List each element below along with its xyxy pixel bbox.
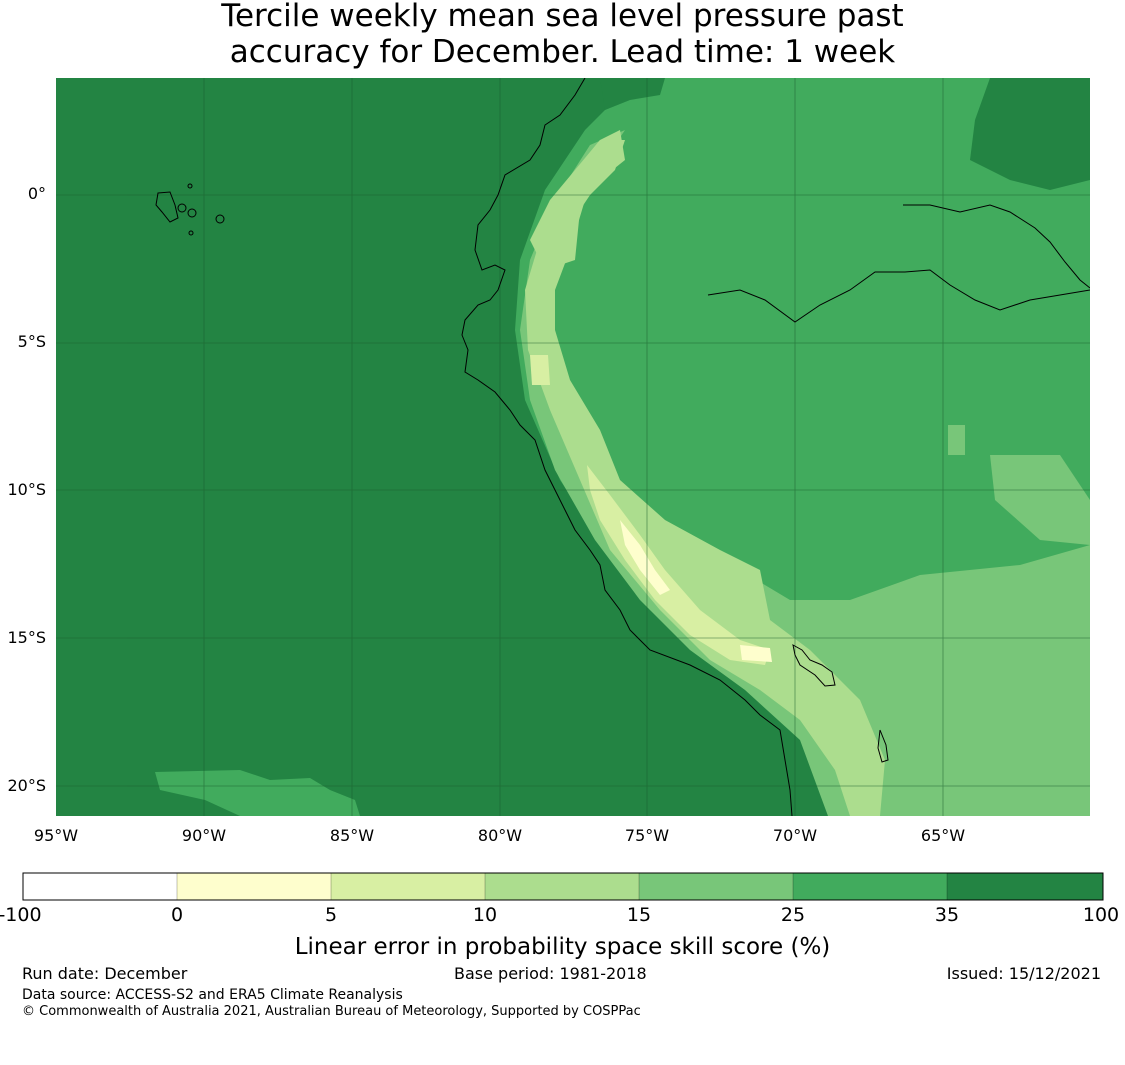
field-0-5-b: [740, 645, 772, 662]
lat-label-5s: 5°S: [17, 332, 46, 351]
field-15-25-patch: [948, 425, 965, 455]
lat-label-15s: 15°S: [7, 628, 46, 647]
lon-label-95w: 95°W: [33, 826, 79, 845]
lake-titicaca: [792, 644, 836, 687]
colorbar-tick-100: 100: [1082, 904, 1120, 926]
colorbar-bin-2: [177, 873, 331, 900]
base-period: Base period: 1981-2018: [454, 964, 647, 983]
galapagos-islands: [155, 183, 225, 236]
lat-label-10s: 10°S: [7, 480, 46, 499]
issued-date: Issued: 15/12/2021: [946, 964, 1101, 983]
chart-title-line-1: Tercile weekly mean sea level pressure p…: [221, 0, 904, 34]
data-source: Data source: ACCESS-S2 and ERA5 Climate …: [22, 987, 403, 1003]
lon-label-90w: 90°W: [181, 826, 227, 845]
lake-poopo: [877, 729, 889, 763]
colorbar-tick-0: 0: [170, 904, 184, 926]
lon-label-65w: 65°W: [920, 826, 966, 845]
run-date: Run date: December: [22, 964, 188, 983]
chart-title-line-2: accuracy for December. Lead time: 1 week: [229, 34, 896, 70]
colorbar-tick-15: 15: [626, 904, 652, 926]
lon-label-80w: 80°W: [477, 826, 523, 845]
field-25-35-sw: [155, 770, 360, 816]
field-15-25: [520, 130, 1090, 816]
colorbar-tick-5: 5: [324, 904, 338, 926]
field-5-10-north: [530, 355, 550, 385]
amazon-river: [707, 269, 1090, 323]
field-35-100-nw-strip: [600, 78, 665, 110]
lon-label-70w: 70°W: [772, 826, 818, 845]
colorbar-tick-10: 10: [472, 904, 498, 926]
colorbar-bin-5: [639, 873, 793, 900]
colorbar-bin-6: [793, 873, 947, 900]
colorbar-bin-1: [23, 873, 177, 900]
colorbar-bin-4: [485, 873, 639, 900]
copyright: © Commonwealth of Australia 2021, Austra…: [22, 1004, 641, 1019]
field-0-5: [620, 520, 670, 595]
colorbar-bin-3: [331, 873, 485, 900]
field-35-100-ne: [970, 78, 1090, 190]
lon-label-85w: 85°W: [329, 826, 375, 845]
field-10-15-top: [530, 130, 625, 270]
colorbar-tick-35: 35: [934, 904, 960, 926]
colorbar-tick-25: 25: [780, 904, 806, 926]
colorbar-bin-7: [947, 873, 1103, 900]
skill-score-field: [56, 78, 1090, 816]
lat-label-20s: 20°S: [7, 776, 46, 795]
field-5-10: [587, 465, 770, 665]
graticule: [56, 78, 1090, 816]
lat-label-0: 0°: [27, 184, 46, 203]
rio-negro: [903, 204, 1090, 289]
colorbar-label: Linear error in probability space skill …: [294, 934, 831, 960]
colorbar-tick-minus100: -100: [0, 904, 42, 926]
coastline: [461, 78, 793, 816]
colorbar: [22, 872, 1104, 901]
lon-label-75w: 75°W: [624, 826, 670, 845]
field-15-25-east: [990, 455, 1090, 545]
